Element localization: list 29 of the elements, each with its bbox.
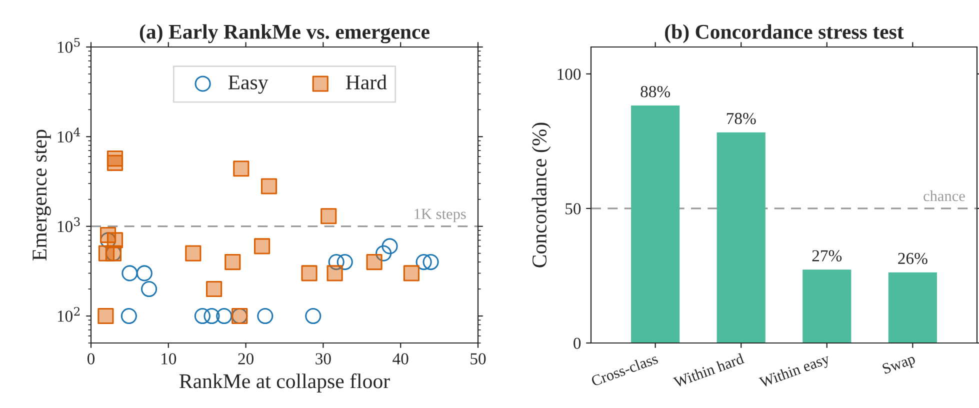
x-tick-label: 10 [162,353,176,364]
y-tick-label: 50 [566,203,581,214]
x-tick-label: 20 [238,353,254,364]
x-axis-title: RankMe at collapse floor [180,373,390,392]
ref-line-label: 1K steps [414,208,466,222]
data-label: 78% [726,112,756,124]
y-tick-label: 10$^{5}$ [58,38,80,53]
y-tick-label: 100 [558,68,581,80]
y-axis-title: Concordance (%) [532,122,551,268]
legend-label: Hard [346,74,387,90]
x-tick-label: 30 [316,353,331,364]
legend-label: Easy [228,76,268,94]
x-tick-label: Swap [882,353,917,378]
y-tick-label: 10$^{3}$ [58,217,80,232]
data-label: 26% [898,252,928,264]
data-label: 88% [640,86,670,98]
x-tick-label: 40 [392,353,408,364]
y-axis-title: Emergence step [32,130,51,260]
y-tick-label: 10$^{2}$ [58,306,80,322]
ref-line-label: chance [924,190,965,202]
y-tick-label: 10$^{4}$ [58,128,80,142]
x-tick-label: 50 [470,353,486,364]
data-label: 27% [812,250,842,262]
x-tick-label: Within easy [758,352,832,391]
x-tick-label: Within hard [672,352,745,388]
x-tick-label: 0 [87,353,95,364]
chart-title: (b) Concordance stress test [665,24,904,44]
y-tick-label: 0 [574,338,581,349]
chart-title: (a) Early RankMe vs. emergence [140,24,430,44]
